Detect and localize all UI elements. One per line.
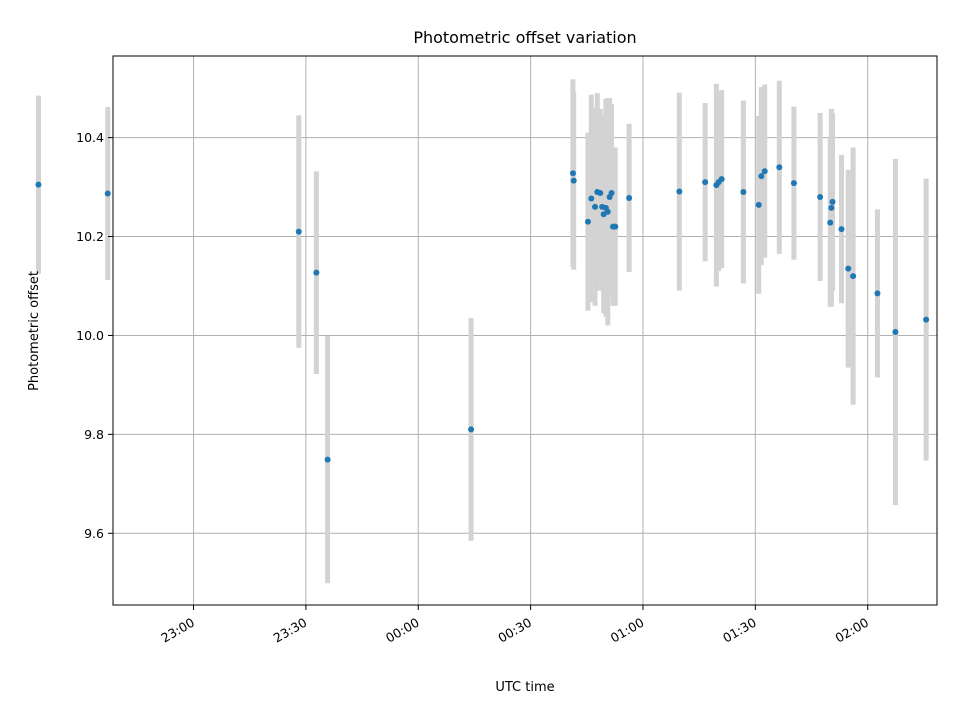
data-point (776, 164, 783, 171)
data-point (740, 189, 747, 196)
data-point (588, 195, 595, 202)
chart-title: Photometric offset variation (413, 28, 636, 47)
data-point (676, 188, 683, 195)
x-axis-label: UTC time (495, 680, 554, 695)
data-point (923, 316, 930, 323)
data-point (569, 170, 576, 177)
data-point (827, 219, 834, 226)
data-point (892, 328, 899, 335)
data-point (104, 190, 111, 197)
data-point (828, 204, 835, 211)
y-axis-label: Photometric offset (27, 271, 42, 391)
y-tick-label: 9.8 (84, 427, 104, 442)
data-point (838, 226, 845, 233)
data-point (829, 198, 836, 205)
data-point (612, 223, 619, 230)
data-point (35, 181, 42, 188)
y-tick-label: 10.4 (76, 130, 104, 145)
data-point (313, 269, 320, 276)
data-point (850, 273, 857, 280)
data-point (597, 190, 604, 197)
y-tick-label: 10.0 (76, 328, 104, 343)
data-point (755, 201, 762, 208)
data-point (468, 426, 475, 433)
data-point (324, 456, 331, 463)
plot-frame (112, 55, 938, 606)
y-axis-ticks: 9.6 9.8 10.0 10.2 10.4 (76, 130, 113, 541)
data-point (702, 179, 709, 186)
data-markers (35, 164, 930, 463)
data-point (874, 290, 881, 297)
data-point (845, 265, 852, 272)
data-point (817, 193, 824, 200)
data-point (758, 173, 765, 180)
data-point (570, 177, 577, 184)
gridlines (113, 56, 937, 605)
data-point (584, 218, 591, 225)
data-point (790, 180, 797, 187)
data-point (608, 190, 615, 197)
data-point (295, 228, 302, 235)
data-point (626, 194, 633, 201)
y-tick-label: 10.2 (76, 229, 104, 244)
data-point (718, 176, 725, 183)
y-tick-label: 9.6 (84, 526, 104, 541)
data-point (604, 208, 611, 215)
data-point (761, 168, 768, 175)
data-point (592, 203, 599, 210)
